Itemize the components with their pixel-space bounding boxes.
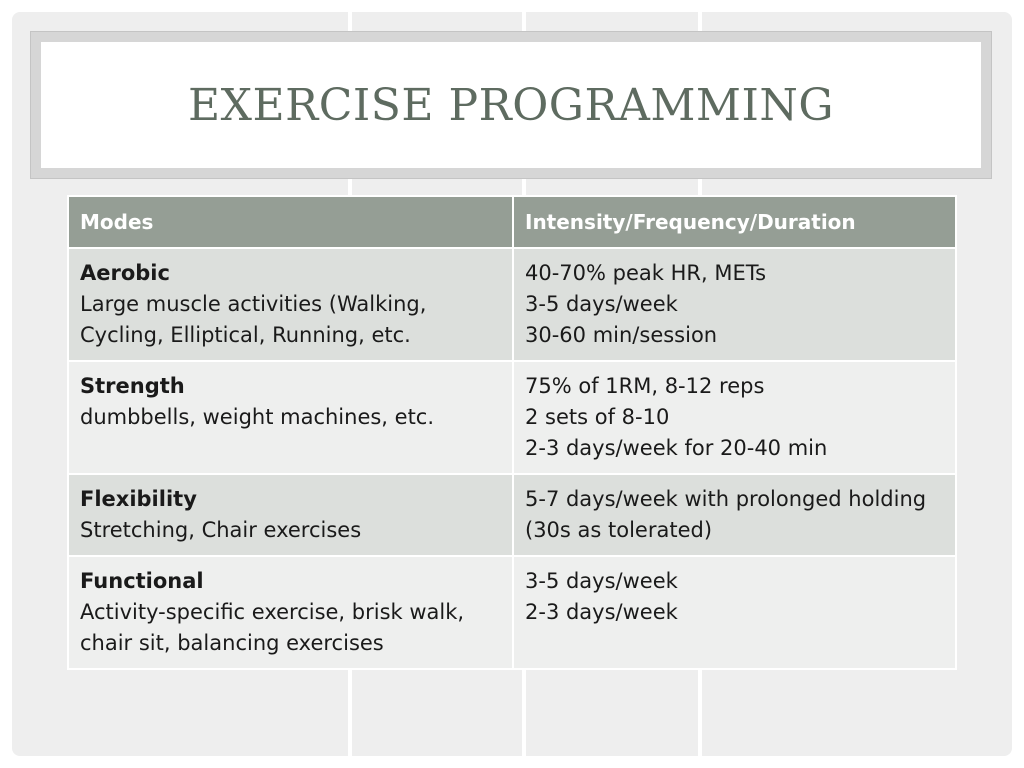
details-cell: 5-7 days/week with prolonged holding (30… <box>512 473 957 557</box>
detail-line: 5-7 days/week with prolonged holding (30… <box>525 487 927 542</box>
mode-description: Large muscle activities (Walking, Cyclin… <box>80 292 427 347</box>
table-row-aerobic: Aerobic Large muscle activities (Walking… <box>67 247 957 362</box>
detail-line: 2-3 days/week <box>525 600 678 624</box>
detail-line: 3-5 days/week <box>525 569 678 593</box>
mode-cell: Aerobic Large muscle activities (Walking… <box>67 247 514 362</box>
table-header-row: Modes Intensity/Frequency/Duration <box>67 195 957 249</box>
mode-name: Functional <box>80 569 204 593</box>
detail-line: 2 sets of 8-10 <box>525 405 670 429</box>
details-cell: 40-70% peak HR, METs 3-5 days/week 30-60… <box>512 247 957 362</box>
mode-name: Flexibility <box>80 487 197 511</box>
detail-line: 2-3 days/week for 20-40 min <box>525 436 828 460</box>
header-modes: Modes <box>67 195 514 249</box>
exercise-table: Modes Intensity/Frequency/Duration Aerob… <box>67 195 957 670</box>
detail-line: 30-60 min/session <box>525 323 718 347</box>
mode-cell: Flexibility Stretching, Chair exercises <box>67 473 514 557</box>
mode-name: Aerobic <box>80 261 170 285</box>
mode-description: dumbbells, weight machines, etc. <box>80 405 435 429</box>
details-cell: 3-5 days/week 2-3 days/week <box>512 555 957 670</box>
detail-line: 75% of 1RM, 8-12 reps <box>525 374 765 398</box>
mode-description: Activity-specific exercise, brisk walk, … <box>80 600 465 655</box>
header-intensity: Intensity/Frequency/Duration <box>512 195 957 249</box>
title-frame: EXERCISE PROGRAMMING <box>30 31 992 179</box>
table-row-strength: Strength dumbbells, weight machines, etc… <box>67 360 957 475</box>
slide-title: EXERCISE PROGRAMMING <box>188 79 834 131</box>
mode-cell: Strength dumbbells, weight machines, etc… <box>67 360 514 475</box>
mode-description: Stretching, Chair exercises <box>80 518 362 542</box>
detail-line: 40-70% peak HR, METs <box>525 261 767 285</box>
table-row-flexibility: Flexibility Stretching, Chair exercises … <box>67 473 957 557</box>
details-cell: 75% of 1RM, 8-12 reps 2 sets of 8-10 2-3… <box>512 360 957 475</box>
detail-line: 3-5 days/week <box>525 292 678 316</box>
mode-cell: Functional Activity-specific exercise, b… <box>67 555 514 670</box>
table-row-functional: Functional Activity-specific exercise, b… <box>67 555 957 670</box>
title-panel: EXERCISE PROGRAMMING <box>41 42 981 168</box>
mode-name: Strength <box>80 374 185 398</box>
